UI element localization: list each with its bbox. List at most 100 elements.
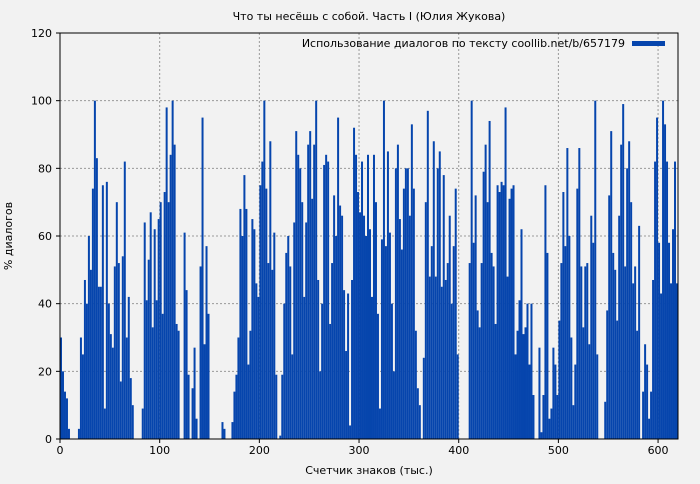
bar	[67, 428, 70, 439]
bar	[494, 323, 497, 439]
bar	[622, 104, 625, 440]
bar	[438, 151, 441, 439]
bar	[141, 408, 144, 439]
bar	[355, 154, 358, 440]
bar	[361, 161, 364, 440]
bar	[476, 310, 479, 439]
bar	[646, 364, 649, 439]
bar	[311, 198, 314, 439]
bar	[95, 158, 98, 439]
bar	[550, 408, 553, 439]
bar	[173, 144, 176, 439]
bar	[123, 161, 126, 440]
y-tick-label: 20	[38, 365, 52, 378]
bar	[93, 100, 96, 440]
bar	[121, 256, 124, 439]
bar	[406, 168, 409, 440]
bar	[309, 131, 312, 439]
bar	[65, 398, 68, 439]
bar	[125, 337, 128, 439]
bar	[662, 100, 665, 440]
bar	[343, 290, 346, 439]
bar	[267, 263, 270, 439]
bar	[612, 252, 615, 439]
bar	[143, 222, 146, 439]
bar	[478, 327, 481, 439]
bar	[378, 408, 381, 439]
bar	[444, 279, 447, 439]
bar	[472, 242, 475, 439]
bar	[353, 127, 356, 439]
bar	[161, 313, 164, 439]
bar	[165, 107, 168, 439]
bar	[410, 124, 413, 439]
bar	[61, 371, 64, 439]
bar	[588, 344, 591, 439]
bar	[201, 117, 204, 439]
bar	[63, 391, 66, 439]
bar	[560, 263, 563, 439]
bar	[552, 347, 555, 439]
bar	[321, 303, 324, 439]
bar	[153, 229, 156, 439]
bar	[568, 236, 571, 439]
bar	[592, 242, 595, 439]
bar	[390, 303, 393, 439]
bar	[674, 161, 677, 440]
bar	[79, 337, 82, 439]
bar	[654, 161, 657, 440]
y-tick-label: 100	[31, 95, 52, 108]
bar	[323, 164, 326, 439]
bar	[171, 100, 174, 440]
bar	[157, 219, 160, 439]
bar	[163, 192, 166, 439]
bar	[303, 296, 306, 439]
bar	[289, 266, 292, 439]
bar	[87, 236, 90, 439]
bar	[235, 374, 238, 439]
bar	[285, 252, 288, 439]
bar	[101, 185, 104, 439]
bar	[628, 141, 631, 439]
bar	[434, 276, 437, 439]
bars	[60, 100, 678, 440]
bar	[301, 202, 304, 439]
bar	[514, 354, 517, 439]
bar	[392, 371, 395, 439]
bar	[426, 110, 429, 440]
bar	[608, 195, 611, 439]
bar	[632, 283, 635, 439]
bar	[670, 283, 673, 439]
y-axis: 0 20 40 60 80 100 120	[31, 27, 60, 446]
bar	[91, 188, 94, 439]
bar	[618, 215, 621, 439]
bar	[412, 188, 415, 439]
x-tick-label: 100	[149, 444, 170, 457]
bar	[295, 131, 298, 439]
bar	[293, 222, 296, 439]
bar	[331, 263, 334, 439]
bar	[524, 327, 527, 439]
bar	[253, 229, 256, 439]
bar	[596, 354, 599, 439]
bar	[394, 168, 397, 440]
bar	[418, 405, 421, 439]
bar	[263, 100, 266, 440]
bar	[221, 422, 224, 439]
bar	[283, 303, 286, 439]
bar	[203, 344, 206, 439]
bar	[319, 371, 322, 439]
bar	[508, 198, 511, 439]
bar	[558, 320, 561, 439]
bar	[586, 263, 589, 439]
bar	[408, 215, 411, 439]
bar	[81, 354, 84, 439]
legend: Использование диалогов по тексту coollib…	[302, 37, 665, 50]
bar	[261, 161, 264, 440]
bar	[398, 219, 401, 439]
x-axis: 0 100 200 300 400 500 600	[57, 439, 669, 457]
bar	[520, 229, 523, 439]
bar	[279, 435, 282, 439]
bar	[616, 320, 619, 439]
bar	[502, 185, 505, 439]
